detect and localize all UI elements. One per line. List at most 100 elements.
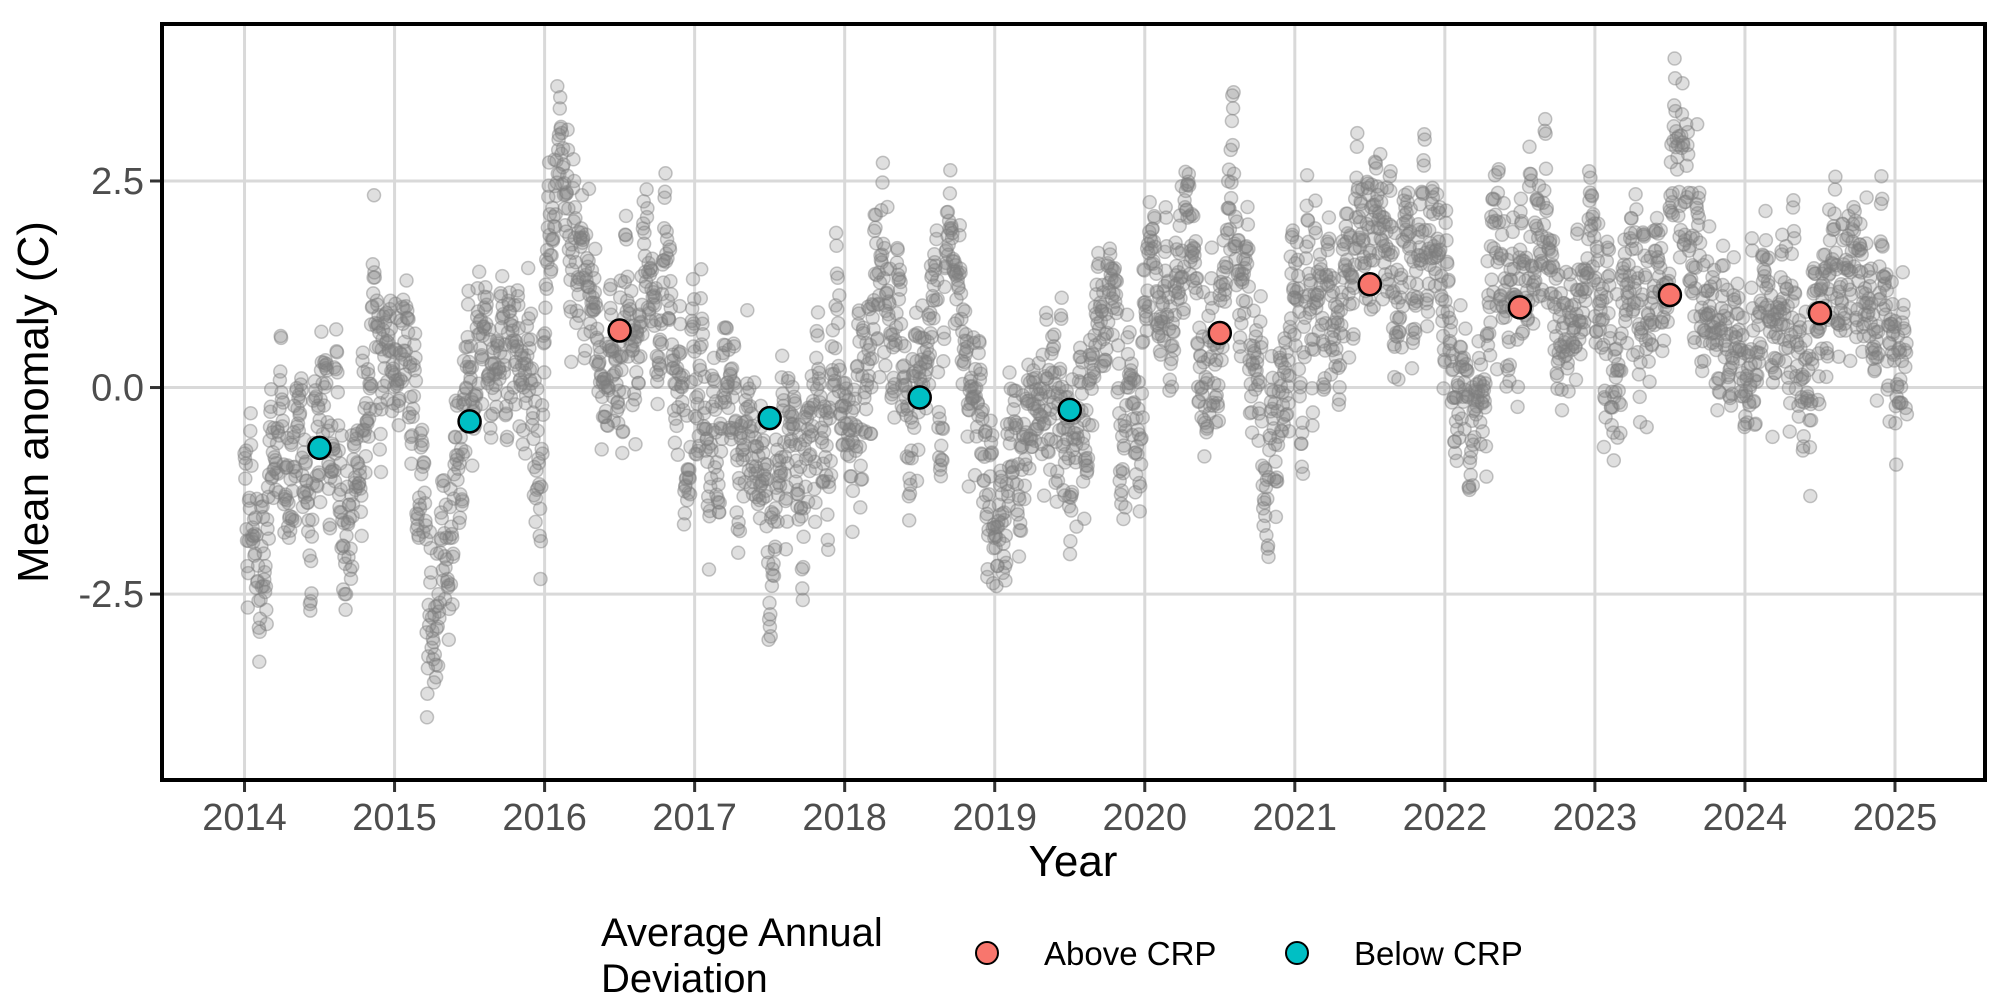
- daily-point: [358, 448, 374, 464]
- daily-point: [393, 355, 409, 371]
- daily-point: [257, 572, 272, 587]
- daily-point: [313, 392, 328, 407]
- daily-point: [1368, 161, 1384, 176]
- daily-point: [1268, 454, 1283, 469]
- daily-point: [509, 339, 525, 354]
- y-tick-label: 0.0: [91, 368, 144, 410]
- daily-point: [890, 242, 905, 258]
- daily-point: [358, 465, 373, 480]
- daily-point: [414, 433, 429, 449]
- daily-point: [407, 326, 423, 341]
- daily-point: [354, 528, 369, 544]
- daily-point: [369, 319, 384, 335]
- daily-point: [345, 497, 361, 512]
- daily-point: [377, 360, 392, 376]
- daily-point: [419, 710, 435, 725]
- daily-point: [542, 227, 557, 243]
- daily-point: [519, 356, 534, 372]
- daily-point: [489, 333, 505, 348]
- daily-point: [1449, 453, 1465, 469]
- daily-point: [299, 483, 315, 499]
- daily-point: [292, 407, 307, 423]
- daily-point: [482, 322, 497, 337]
- daily-point: [429, 621, 444, 636]
- daily-point: [490, 334, 505, 350]
- daily-point: [288, 463, 304, 479]
- daily-point: [1039, 312, 1054, 327]
- daily-point: [379, 374, 395, 390]
- daily-point: [1133, 457, 1149, 472]
- daily-point: [533, 571, 548, 587]
- daily-point: [693, 291, 709, 306]
- legend-label-below-crp: Below CRP: [1354, 935, 1523, 972]
- daily-point: [270, 466, 286, 481]
- daily-point: [287, 398, 302, 414]
- daily-point: [510, 283, 525, 298]
- daily-point: [1656, 333, 1672, 348]
- daily-point: [316, 398, 332, 413]
- daily-point: [1373, 146, 1388, 162]
- daily-point: [520, 260, 536, 276]
- annual-mean-point: [1507, 295, 1533, 320]
- daily-point: [348, 479, 364, 495]
- daily-point: [1062, 546, 1078, 562]
- daily-point: [627, 392, 643, 407]
- daily-point: [693, 262, 709, 277]
- daily-point: [249, 528, 264, 543]
- daily-point: [430, 598, 445, 613]
- daily-point: [459, 359, 475, 375]
- daily-point: [295, 468, 310, 483]
- daily-point: [507, 333, 522, 348]
- daily-point: [362, 376, 377, 391]
- daily-point: [400, 303, 415, 318]
- daily-point: [511, 321, 526, 336]
- daily-point: [587, 270, 602, 286]
- daily-point: [444, 530, 460, 545]
- daily-point: [378, 335, 394, 351]
- daily-point: [820, 542, 836, 558]
- daily-point: [481, 366, 497, 381]
- daily-point: [672, 298, 688, 314]
- daily-point: [258, 558, 273, 574]
- daily-point: [286, 429, 301, 445]
- daily-point: [548, 188, 564, 204]
- daily-point: [520, 348, 535, 363]
- daily-point: [415, 437, 430, 453]
- daily-point: [310, 419, 325, 434]
- daily-point: [253, 592, 268, 607]
- daily-point: [611, 399, 626, 415]
- daily-point: [245, 534, 261, 550]
- daily-point: [410, 518, 425, 533]
- daily-point: [256, 546, 272, 561]
- daily-point: [296, 485, 312, 501]
- daily-point: [507, 357, 523, 373]
- daily-point: [413, 440, 429, 455]
- daily-point: [522, 372, 538, 388]
- daily-point: [578, 343, 593, 358]
- daily-point: [1680, 147, 1696, 162]
- daily-point: [334, 428, 350, 443]
- daily-point: [391, 393, 407, 409]
- daily-point: [277, 491, 293, 507]
- daily-point: [1629, 202, 1644, 217]
- daily-point: [351, 476, 367, 491]
- daily-point: [1305, 418, 1320, 433]
- daily-point: [1613, 363, 1629, 378]
- daily-point: [467, 387, 482, 403]
- daily-point: [1321, 210, 1337, 225]
- daily-point: [530, 480, 546, 496]
- daily-point: [1373, 194, 1389, 210]
- daily-point: [1479, 469, 1494, 484]
- daily-point: [1158, 210, 1174, 225]
- daily-point: [657, 184, 673, 200]
- daily-point: [766, 556, 781, 571]
- daily-point: [283, 472, 298, 487]
- daily-point: [1689, 117, 1705, 132]
- daily-point: [386, 379, 402, 395]
- daily-point: [504, 335, 519, 350]
- daily-point: [503, 317, 518, 332]
- daily-point: [1895, 264, 1911, 280]
- daily-point: [492, 345, 508, 360]
- daily-point: [270, 421, 285, 436]
- daily-point: [429, 546, 445, 561]
